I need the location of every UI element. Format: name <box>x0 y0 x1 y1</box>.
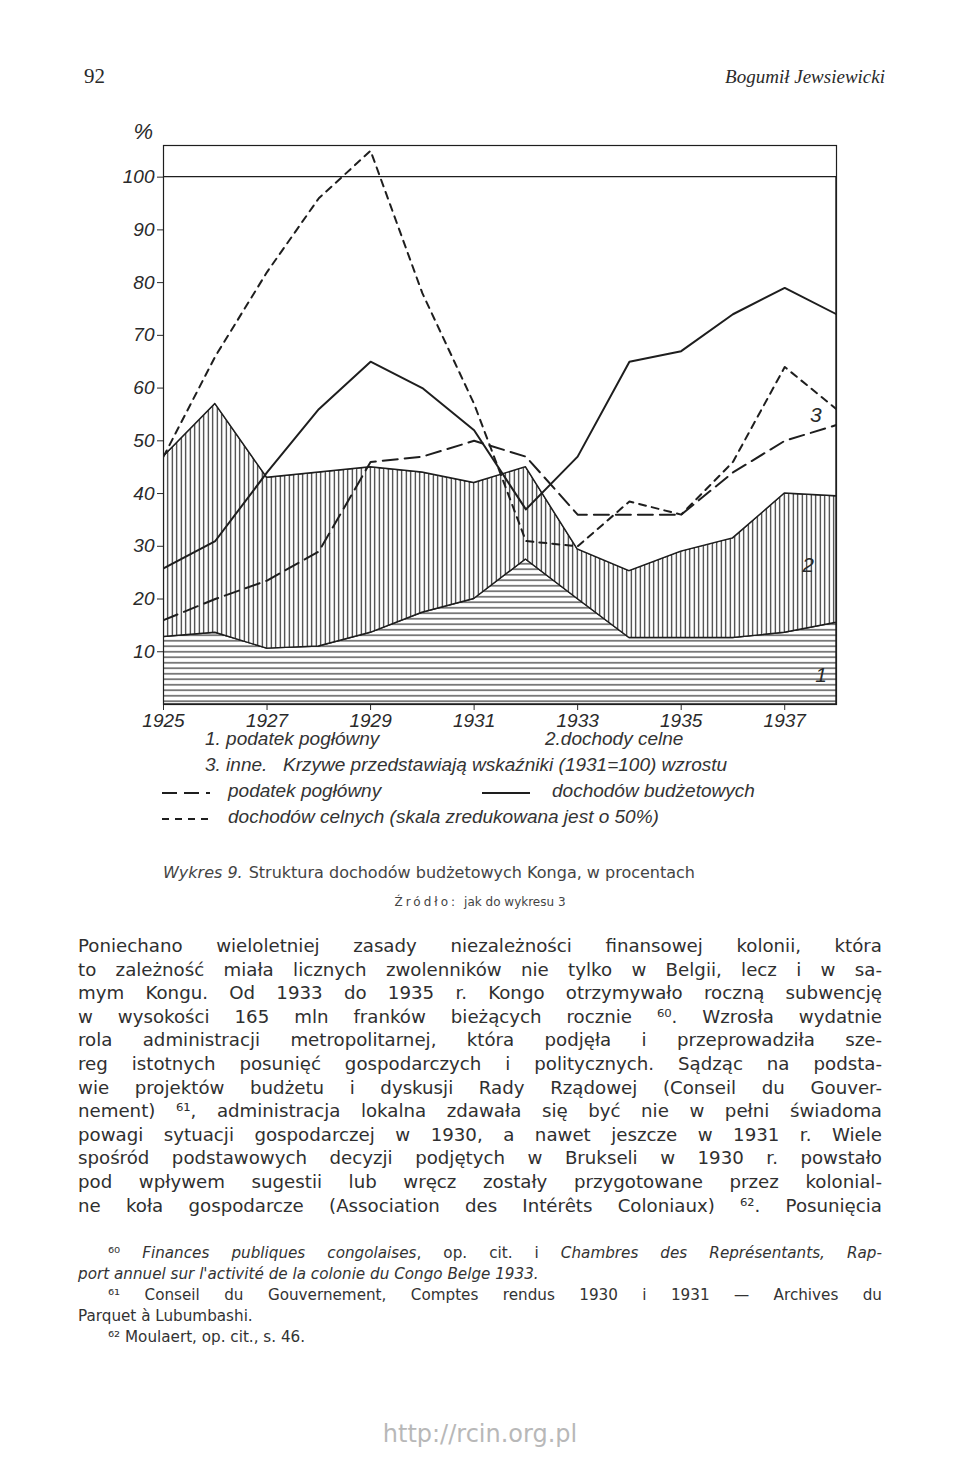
svg-text:3: 3 <box>810 403 822 426</box>
html-text:⁶¹ Conseil du Gouvernement, Co: ⁶¹ Conseil du Gouvernement, Comptes rend… <box>108 1286 882 1304</box>
svg-text:%: % <box>134 119 154 144</box>
svg-text:1937: 1937 <box>764 710 808 731</box>
html-text:⁶⁰ Finances publiques congolai: ⁶⁰ Finances publiques congolaises, op. c… <box>108 1244 882 1262</box>
svg-text:2: 2 <box>801 553 814 576</box>
html-text:Źródło:: Źródło: <box>394 895 459 909</box>
html-text:ne koła gospodarcze (Associati: ne koła gospodarcze (Association des Int… <box>78 1194 882 1216</box>
html-text:w wysokości 165 mln franków bi: w wysokości 165 mln franków bieżących ro… <box>78 1005 882 1027</box>
html-text:2.dochody celne: 2.dochody celne <box>545 728 684 749</box>
svg-text:1: 1 <box>815 663 827 686</box>
html-text:Bogumił Jewsiewicki: Bogumił Jewsiewicki <box>725 66 885 87</box>
html-text:powagi sytuacji gospodarczej w: powagi sytuacji gospodarczej w 1930, a n… <box>78 1123 882 1145</box>
html-text:3. inne.: 3. inne. <box>205 754 268 775</box>
html-text:dochodów budżetowych: dochodów budżetowych <box>552 780 755 801</box>
svg-text:90: 90 <box>133 219 155 240</box>
html-text:Poniechano wieloletniej zasady: Poniechano wieloletniej zasady niezależn… <box>78 935 882 956</box>
html-text:rola administracji metropolita: rola administracji metropolitarnej, któr… <box>78 1029 882 1051</box>
svg-text:20: 20 <box>132 588 155 609</box>
html-text:Parquet à Lubumbashi.: Parquet à Lubumbashi. <box>78 1307 253 1325</box>
svg-text:1935: 1935 <box>660 710 703 731</box>
html-text:1. podatek pogłówny: 1. podatek pogłówny <box>205 728 380 749</box>
html-text:nement) ⁶¹, administracja loka: nement) ⁶¹, administracja lokalna zdawał… <box>78 1100 882 1122</box>
html-text:dochodów celnych (skala zreduk: dochodów celnych (skala zredukowana jest… <box>228 806 659 827</box>
html-text:Wykres 9. Struktura dochodów b: Wykres 9. Struktura dochodów budżetowych… <box>163 863 695 882</box>
html-text:http://rcin.org.pl: http://rcin.org.pl <box>382 1420 578 1448</box>
svg-text:1933: 1933 <box>557 710 600 731</box>
html-text:port annuel sur l'activité de: port annuel sur l'activité de la colonie… <box>78 1265 539 1283</box>
html-text:92: 92 <box>84 64 105 88</box>
html-text:to zależność miała licznych zw: to zależność miała licznych zwolenników … <box>78 958 882 980</box>
svg-text:70: 70 <box>133 324 155 345</box>
svg-text:10: 10 <box>133 641 155 662</box>
html-text:podatek pogłówny: podatek pogłówny <box>228 780 382 801</box>
svg-text:40: 40 <box>133 483 155 504</box>
html-text:spośród podstawowych decyzji p: spośród podstawowych decyzji podjętych w… <box>78 1147 882 1169</box>
svg-text:1929: 1929 <box>349 710 392 731</box>
svg-text:50: 50 <box>133 430 155 451</box>
html-text:wie projektów budżetu i dyskus: wie projektów budżetu i dyskusji Rady Rz… <box>78 1076 882 1098</box>
svg-text:30: 30 <box>133 535 155 556</box>
html-text:⁶² Moulaert, op. cit., s. 46.: ⁶² Moulaert, op. cit., s. 46. <box>108 1328 306 1346</box>
html-text:reg istotnych posunięć gospoda: reg istotnych posunięć gospodarczych i p… <box>78 1053 882 1074</box>
html-text:jak do wykresu 3: jak do wykresu 3 <box>464 895 566 909</box>
html-text:pod wpływem sugestii lub wręcz: pod wpływem sugestii lub wręcz zostały p… <box>78 1170 882 1192</box>
svg-text:1931: 1931 <box>453 710 495 731</box>
svg-text:80: 80 <box>133 272 155 293</box>
html-text:mym Kongu. Od 1933 do 1935 r.: mym Kongu. Od 1933 do 1935 r. Kongo otrz… <box>78 982 882 1004</box>
html-text:Krzywe przedstawiają wskaźniki: Krzywe przedstawiają wskaźniki (1931=100… <box>283 754 728 775</box>
svg-text:100: 100 <box>123 166 155 187</box>
svg-text:1925: 1925 <box>142 710 185 731</box>
svg-text:1927: 1927 <box>246 710 290 731</box>
svg-text:60: 60 <box>133 377 155 398</box>
